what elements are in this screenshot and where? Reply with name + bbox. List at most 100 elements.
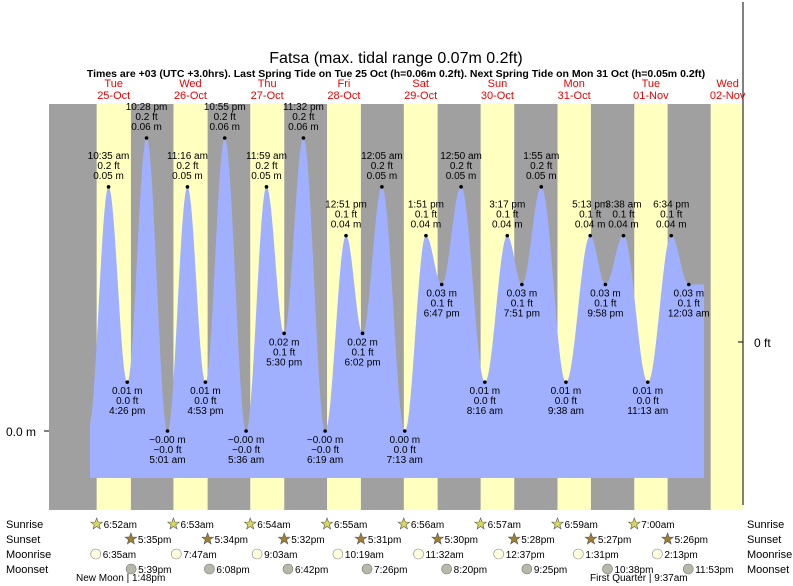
tide-ft-18: 0.2 ft (450, 161, 472, 172)
sun-moon-table: Sunrise Sunset Moonrise Moonset Sunrise Suns… (6, 517, 792, 584)
tide-m-29: 0.03 m (673, 289, 704, 300)
sunrise-star-5 (474, 517, 488, 530)
tide-time-17: 6:47 pm (424, 309, 460, 320)
tide-point-14 (380, 185, 384, 189)
date-label-29-Oct: 29-Oct (404, 90, 437, 102)
tide-time-29: 12:03 am (668, 309, 710, 320)
moonrise-disc-2 (251, 548, 263, 560)
tide-m-4: 0.05 m (172, 171, 203, 182)
tide-point-19 (483, 380, 487, 384)
date-label-27-Oct: 27-Oct (251, 90, 284, 102)
tide-ft-3: −0.0 ft (153, 445, 181, 456)
tide-ft-11: −0.0 ft (311, 445, 339, 456)
moonrise-disc-7 (652, 548, 663, 560)
tide-point-0 (106, 185, 111, 189)
sunset-star-2 (277, 532, 291, 545)
tide-labels: 10:35 am0.2 ft0.05 m0.01 m0.0 ft4:26 pm1… (88, 102, 710, 466)
tide-point-2 (144, 136, 149, 140)
tide-point-5 (203, 380, 208, 384)
sunset-star-1 (201, 532, 215, 545)
sunset-time-4: 5:30pm (445, 535, 478, 546)
tide-ft-27: 0.0 ft (637, 396, 659, 407)
moonset-disc-2 (282, 563, 294, 575)
tide-m-10: 0.06 m (288, 122, 319, 133)
axes: 0 ft 0.0 m (6, 2, 771, 505)
sunrise-time-0: 6:52am (104, 520, 137, 531)
tide-point-18 (459, 185, 463, 189)
tide-time-20: 3:17 pm (489, 200, 525, 211)
moonrise-time-6: 1:31pm (585, 550, 618, 561)
tide-ft-9: 0.1 ft (273, 347, 295, 358)
tide-m-26: 0.04 m (608, 220, 639, 231)
sunrise-star-1 (166, 517, 181, 530)
tide-point-27 (645, 380, 650, 384)
tide-m-23: 0.01 m (551, 386, 582, 397)
tide-ft-1: 0.0 ft (116, 396, 138, 407)
tide-m-24: 0.04 m (575, 220, 606, 231)
tide-m-13: 0.02 m (347, 337, 378, 348)
sunrise-time-7: 7:00am (641, 520, 674, 531)
moonset-disc-3 (361, 563, 373, 575)
day-label-30-Oct: Sun (488, 78, 508, 90)
day-label-26-Oct: Wed (179, 78, 201, 90)
date-label-02-Nov: 02-Nov (710, 90, 746, 102)
sunset-star-0 (124, 532, 138, 545)
tide-time-23: 9:38 am (548, 406, 584, 417)
sunset-time-2: 5:32pm (291, 535, 324, 546)
tide-m-6: 0.06 m (209, 122, 240, 133)
day-label-31-Oct: Mon (563, 78, 584, 90)
row-label-left-2: Moonrise (6, 549, 51, 561)
tide-m-0: 0.05 m (93, 171, 124, 182)
moonrise-time-4: 11:32am (426, 550, 464, 561)
tide-m-5: 0.01 m (190, 386, 221, 397)
tide-time-13: 6:02 pm (345, 357, 381, 368)
tide-ft-8: 0.2 ft (255, 161, 277, 172)
tide-m-17: 0.03 m (426, 289, 457, 300)
tide-m-18: 0.05 m (446, 171, 477, 182)
tide-time-14: 12:05 am (361, 151, 403, 162)
right-axis-label: 0 ft (754, 336, 771, 350)
tide-ft-20: 0.1 ft (496, 210, 518, 221)
tide-ft-0: 0.2 ft (97, 161, 119, 172)
tide-ft-12: 0.1 ft (335, 210, 357, 221)
moonset-disc-6 (602, 563, 613, 575)
left-axis-label: 0.0 m (6, 425, 36, 439)
moonrise-time-0: 6:35am (103, 550, 136, 561)
moonrise-time-2: 9:03am (264, 550, 297, 561)
sunset-star-4 (431, 532, 445, 545)
moonrise-disc-6 (573, 548, 584, 560)
tide-time-1: 4:26 pm (109, 406, 145, 417)
moonrise-time-7: 2:13pm (664, 550, 697, 561)
tide-ft-16: 0.1 ft (415, 210, 437, 221)
moonset-time-1: 6:08pm (216, 565, 249, 576)
tide-m-14: 0.05 m (367, 171, 398, 182)
row-label-right-0: Sunrise (747, 519, 784, 531)
tide-ft-7: −0.0 ft (232, 445, 260, 456)
tide-time-22: 1:55 am (523, 151, 559, 162)
moonset-disc-4 (441, 563, 452, 575)
tide-ft-28: 0.1 ft (660, 210, 682, 221)
tide-ft-5: 0.0 ft (194, 396, 216, 407)
tide-ft-22: 0.2 ft (530, 161, 552, 172)
tide-ft-19: 0.0 ft (474, 396, 496, 407)
moonrise-disc-0 (90, 548, 102, 560)
tide-point-4 (185, 185, 190, 189)
moonrise-disc-4 (413, 548, 424, 560)
tide-ft-26: 0.1 ft (612, 210, 634, 221)
row-label-left-0: Sunrise (6, 519, 43, 531)
moonrise-time-3: 10:19am (345, 550, 384, 561)
tide-time-8: 11:59 am (246, 151, 287, 162)
sunrise-star-6 (550, 517, 565, 530)
sunrise-star-3 (320, 517, 334, 530)
sunrise-star-7 (627, 517, 641, 530)
moonset-time-0: 5:39pm (138, 565, 171, 576)
tide-m-8: 0.05 m (251, 171, 282, 182)
tide-point-12 (344, 233, 348, 238)
day-labels: Tue25-OctWed26-OctThu27-OctFri28-OctSat2… (97, 78, 746, 102)
tide-point-26 (621, 233, 626, 238)
moonset-disc-7 (682, 563, 694, 575)
moonrise-disc-1 (171, 548, 182, 560)
moonset-time-2: 6:42pm (295, 565, 328, 576)
row-label-right-2: Moonrise (747, 549, 792, 561)
tide-ft-10: 0.2 ft (292, 112, 314, 123)
